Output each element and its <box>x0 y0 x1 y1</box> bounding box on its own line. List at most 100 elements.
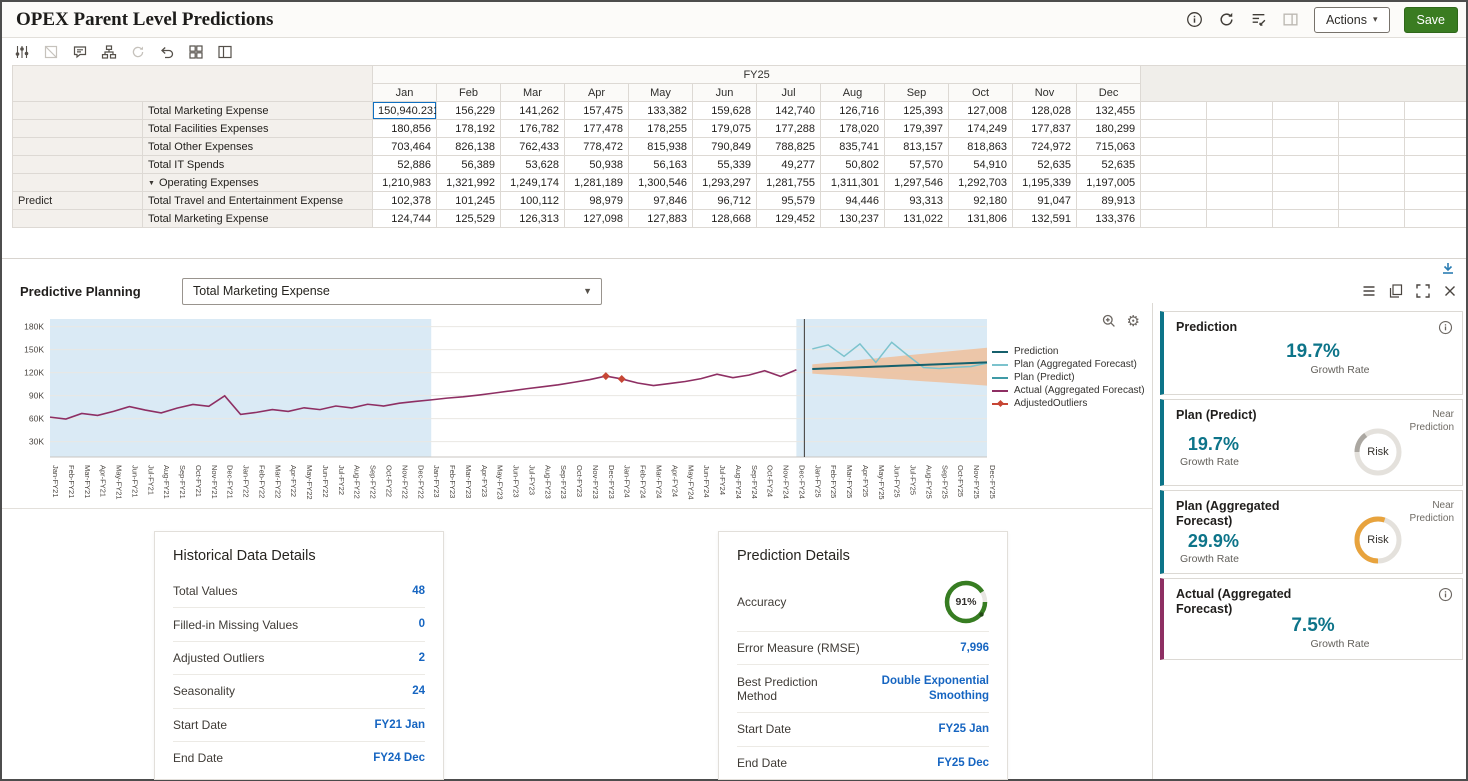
grid-month-header[interactable]: Aug <box>820 83 885 102</box>
grid-cell[interactable]: 126,313 <box>500 209 565 228</box>
grid-cell[interactable]: 179,075 <box>692 119 757 138</box>
detail-value[interactable]: 24 <box>412 685 425 698</box>
grid-cell[interactable]: 815,938 <box>628 137 693 156</box>
grid-cell[interactable] <box>1404 209 1466 228</box>
grid-cell[interactable]: 177,837 <box>1012 119 1077 138</box>
grid-cell[interactable]: 762,433 <box>500 137 565 156</box>
collapse-panel-icon[interactable] <box>1440 261 1458 277</box>
grid-cell[interactable]: 52,635 <box>1012 155 1077 174</box>
actions-button[interactable]: Actions ▾ <box>1313 6 1390 33</box>
grid-cell[interactable]: 127,883 <box>628 209 693 228</box>
grid-month-header[interactable]: Dec <box>1075 83 1142 102</box>
grid-cell[interactable] <box>1140 119 1208 138</box>
grid-month-header[interactable]: Sep <box>884 83 949 102</box>
grid-cell[interactable] <box>1404 137 1466 156</box>
grid-cell[interactable]: 178,255 <box>628 119 693 138</box>
grid-cell[interactable]: 130,237 <box>820 209 885 228</box>
grid-cell[interactable] <box>1206 137 1274 156</box>
grid-member-cell[interactable]: Total Marketing Expense <box>142 209 373 228</box>
grid-cell[interactable]: 778,472 <box>564 137 629 156</box>
grid-month-header[interactable]: Jul <box>756 83 821 102</box>
grid-cell[interactable]: 180,856 <box>372 119 437 138</box>
grid-cell[interactable]: 102,378 <box>372 191 437 210</box>
collapse-triangle-icon[interactable]: ▼ <box>148 179 155 187</box>
grid-month-header[interactable]: Nov <box>1012 83 1077 102</box>
grid-cell[interactable]: 1,210,983 <box>372 173 437 192</box>
grid-cell[interactable]: 1,293,297 <box>692 173 757 192</box>
grid-cell[interactable]: 133,376 <box>1075 209 1142 228</box>
grid-cell[interactable]: 1,281,755 <box>756 173 821 192</box>
grid-scenario-cell[interactable] <box>12 155 143 174</box>
grid-cell[interactable]: 178,192 <box>436 119 501 138</box>
grid-icon[interactable] <box>188 44 204 60</box>
grid-cell[interactable]: 49,277 <box>756 155 821 174</box>
grid-member-cell[interactable]: Total Marketing Expense <box>142 101 373 120</box>
maximize-icon[interactable] <box>1415 283 1431 299</box>
grid-cell[interactable]: 95,579 <box>756 191 821 210</box>
grid-cell[interactable] <box>1206 209 1274 228</box>
legend-item[interactable]: AdjustedOutliers <box>992 397 1145 410</box>
save-button[interactable]: Save <box>1403 6 1458 33</box>
grid-cell[interactable]: 89,913 <box>1075 191 1142 210</box>
grid-cell[interactable]: 150,940.23127 <box>372 101 437 120</box>
grid-cell[interactable] <box>1206 119 1274 138</box>
grid-month-header[interactable]: Apr <box>564 83 629 102</box>
grid-cell[interactable]: 142,740 <box>756 101 821 120</box>
grid-cell[interactable]: 132,455 <box>1075 101 1142 120</box>
detail-value[interactable]: FY25 Dec <box>937 756 989 769</box>
grid-cell[interactable]: 826,138 <box>436 137 501 156</box>
detail-value[interactable]: 0 <box>418 618 425 631</box>
grid-cell[interactable] <box>1272 101 1340 120</box>
grid-cell[interactable]: 126,716 <box>820 101 885 120</box>
grid-cell[interactable] <box>1272 191 1340 210</box>
grid-cell[interactable]: 141,262 <box>500 101 565 120</box>
grid-cell[interactable]: 128,028 <box>1012 101 1077 120</box>
grid-cell[interactable]: 156,229 <box>436 101 501 120</box>
grid-month-header[interactable]: Oct <box>948 83 1013 102</box>
grid-cell[interactable]: 127,008 <box>948 101 1013 120</box>
grid-cell[interactable]: 176,782 <box>500 119 565 138</box>
grid-cell[interactable] <box>1404 191 1466 210</box>
close-icon[interactable] <box>1442 283 1458 299</box>
grid-cell[interactable] <box>1140 173 1208 192</box>
grid-cell[interactable] <box>1338 173 1406 192</box>
grid-member-cell[interactable]: ▼ Operating Expenses <box>142 173 373 192</box>
chart-settings-icon[interactable]: ⚙ <box>1126 312 1140 330</box>
grid-cell[interactable] <box>1338 101 1406 120</box>
info-icon[interactable] <box>1438 587 1453 602</box>
grid-cell[interactable]: 127,098 <box>564 209 629 228</box>
member-dropdown[interactable]: Total Marketing Expense ▼ <box>182 277 602 305</box>
grid-cell[interactable]: 1,297,546 <box>884 173 949 192</box>
grid-cell[interactable]: 813,157 <box>884 137 949 156</box>
job-console-icon[interactable] <box>1250 11 1268 29</box>
grid-cell[interactable] <box>1272 155 1340 174</box>
grid-cell[interactable]: 818,863 <box>948 137 1013 156</box>
grid-cell[interactable]: 724,972 <box>1012 137 1077 156</box>
grid-cell[interactable] <box>1404 119 1466 138</box>
grid-cell[interactable]: 715,063 <box>1075 137 1142 156</box>
grid-scenario-cell[interactable] <box>12 173 143 192</box>
grid-cell[interactable]: 92,180 <box>948 191 1013 210</box>
grid-cell[interactable]: 100,112 <box>500 191 565 210</box>
grid-cell[interactable]: 129,452 <box>756 209 821 228</box>
hierarchy-icon[interactable] <box>101 44 117 60</box>
grid-member-cell[interactable]: Total Facilities Expenses <box>142 119 373 138</box>
undo-icon[interactable] <box>159 44 175 60</box>
grid-cell[interactable] <box>1140 191 1208 210</box>
grid-cell[interactable]: 56,389 <box>436 155 501 174</box>
grid-month-header[interactable]: Jun <box>692 83 757 102</box>
info-icon[interactable] <box>1438 320 1453 335</box>
grid-cell[interactable]: 50,938 <box>564 155 629 174</box>
grid-cell[interactable] <box>1338 119 1406 138</box>
legend-item[interactable]: Actual (Aggregated Forecast) <box>992 384 1145 397</box>
grid-cell[interactable] <box>1140 209 1208 228</box>
grid-scenario-cell[interactable] <box>12 209 143 228</box>
grid-month-header[interactable]: Jan <box>372 83 437 102</box>
chart-canvas[interactable]: 30K 60K 90K 120K 150K 180K Jan-FY21 Feb-FY21 Mar… <box>12 311 1152 508</box>
grid-scenario-cell[interactable] <box>12 119 143 138</box>
grid-cell[interactable]: 174,249 <box>948 119 1013 138</box>
grid-cell[interactable] <box>1140 101 1208 120</box>
grid-cell[interactable]: 1,321,992 <box>436 173 501 192</box>
grid-cell[interactable]: 57,570 <box>884 155 949 174</box>
grid-cell[interactable] <box>1272 173 1340 192</box>
